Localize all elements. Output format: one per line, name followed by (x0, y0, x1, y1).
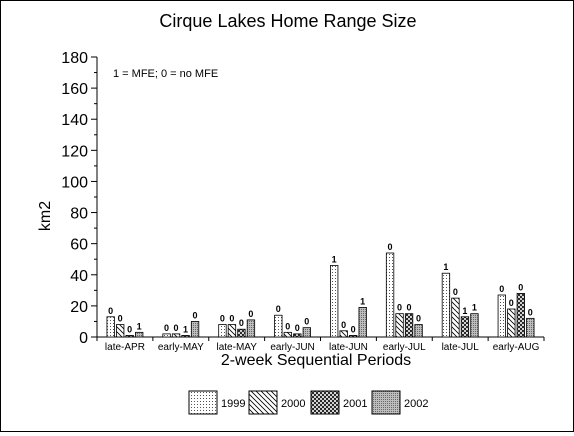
bar (497, 294, 506, 338)
legend-label: 2001 (343, 398, 367, 410)
bar (125, 335, 134, 338)
data-label: 1 (332, 254, 337, 264)
y-tick-label: 100 (61, 174, 88, 191)
bar (181, 335, 190, 338)
data-label: 0 (509, 298, 514, 308)
data-label: 0 (416, 314, 421, 324)
y-tick-label: 120 (61, 143, 88, 160)
bar (385, 252, 395, 338)
data-label: 0 (193, 310, 198, 320)
data-label: 0 (248, 309, 253, 319)
data-label: 0 (341, 320, 346, 330)
data-label: 0 (518, 282, 523, 292)
bar (526, 317, 535, 338)
data-label: 1 (472, 303, 477, 313)
y-tick-label: 20 (70, 299, 88, 316)
data-label: 0 (304, 317, 309, 327)
x-tick-label: early-MAY (158, 342, 204, 353)
bar (246, 319, 256, 338)
bar (227, 324, 237, 338)
bar (339, 330, 348, 338)
chart-title: Cirque Lakes Home Range Size (159, 11, 416, 31)
legend-swatch (248, 390, 278, 415)
x-tick-label: early-AUG (493, 342, 540, 353)
legend-label: 1999 (221, 398, 245, 410)
data-label: 0 (528, 307, 533, 317)
legend-label: 2002 (404, 398, 428, 410)
legend-label: 2000 (281, 398, 305, 410)
data-label: 0 (164, 323, 169, 333)
data-label: 1 (137, 321, 142, 331)
bar (349, 335, 358, 338)
data-label: 0 (127, 324, 132, 334)
legend: 1999 2000 2001 2002 (188, 390, 428, 415)
bar (135, 331, 144, 338)
bar (106, 316, 115, 338)
data-label: 0 (229, 314, 234, 324)
bar (171, 333, 181, 338)
data-label: 0 (220, 314, 225, 324)
bar (404, 313, 414, 338)
data-label: 0 (388, 242, 393, 252)
x-tick-label: late-JUL (442, 342, 480, 353)
data-label: 0 (174, 323, 179, 333)
data-label: 0 (276, 304, 281, 314)
data-label: 0 (397, 303, 402, 313)
y-tick-label: 40 (70, 268, 88, 285)
bar (516, 293, 525, 338)
data-label: 0 (239, 318, 244, 328)
bar (451, 297, 460, 338)
bar (274, 314, 283, 338)
data-label: 1 (360, 296, 365, 306)
data-label: 0 (118, 314, 123, 324)
bar (218, 324, 227, 338)
bar (293, 333, 302, 338)
legend-swatch (188, 390, 218, 415)
bar (460, 316, 470, 338)
data-label: 0 (407, 303, 412, 313)
bar (470, 313, 479, 338)
x-axis-title: 2-week Sequential Periods (221, 352, 411, 369)
data-label: 0 (453, 287, 458, 297)
y-tick-label: 0 (79, 330, 88, 347)
bar (283, 331, 292, 338)
y-axis-title: km2 (37, 201, 54, 231)
bar (116, 324, 125, 338)
data-label: 0 (499, 284, 504, 294)
bar (395, 313, 404, 338)
x-tick-label: late-APR (105, 342, 145, 353)
x-tick-label: late-JUN (329, 342, 368, 353)
legend-swatch (310, 390, 340, 415)
data-label: 0 (285, 321, 290, 331)
bar (190, 321, 200, 338)
x-tick-label: early-JUN (270, 342, 314, 353)
bar (358, 307, 367, 338)
bar (507, 308, 516, 338)
data-label: 1 (462, 306, 467, 316)
chart-annotation: 1 = MFE; 0 = no MFE (113, 68, 218, 80)
data-label: 0 (351, 324, 356, 334)
x-tick-label: early-JUL (383, 342, 426, 353)
data-label: 0 (108, 306, 113, 316)
y-tick-label: 180 (61, 50, 88, 67)
y-tick-label: 140 (61, 112, 88, 129)
legend-swatch (371, 390, 401, 415)
bar (414, 324, 423, 338)
bar (441, 272, 451, 338)
y-tick-label: 60 (70, 237, 88, 254)
y-tick-label: 80 (70, 206, 88, 223)
data-label: 0 (295, 323, 300, 333)
bar (330, 265, 339, 338)
data-label: 1 (183, 324, 188, 334)
bar (302, 327, 311, 338)
bar (237, 328, 246, 338)
data-label: 1 (443, 262, 448, 272)
bar (162, 333, 171, 338)
x-tick-label: late-MAY (216, 342, 257, 353)
y-tick-label: 160 (61, 81, 88, 98)
